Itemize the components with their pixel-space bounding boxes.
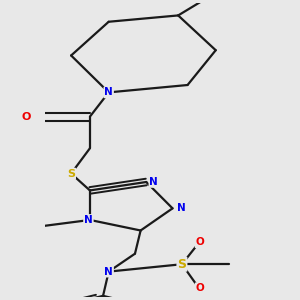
Text: N: N — [84, 215, 93, 225]
Text: O: O — [21, 112, 31, 122]
Text: O: O — [196, 283, 204, 293]
Text: S: S — [67, 169, 75, 178]
Text: S: S — [177, 258, 186, 271]
Text: N: N — [104, 87, 113, 98]
Text: O: O — [196, 237, 204, 247]
Text: N: N — [177, 203, 185, 213]
Text: N: N — [104, 267, 113, 277]
Text: N: N — [149, 177, 158, 187]
